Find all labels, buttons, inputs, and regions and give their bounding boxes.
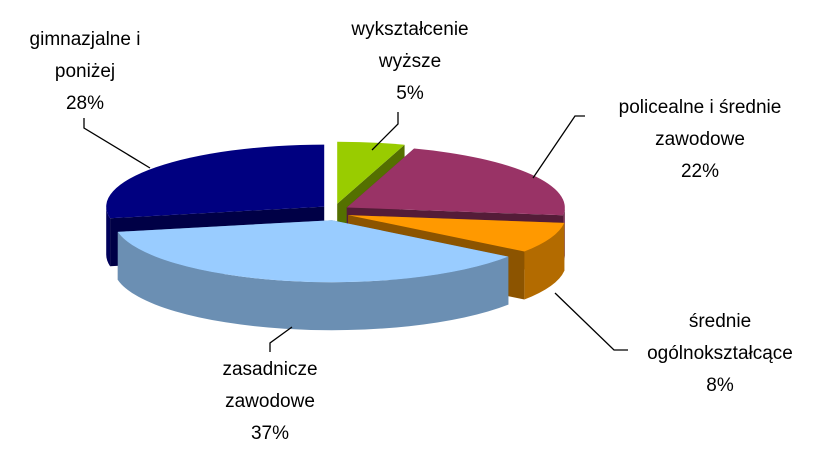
slice-label: wykształcenie wyższe 5% [325,14,495,110]
value-label: 8% [706,375,734,396]
slice-wall [106,206,111,267]
category-label: wykształcenie wyższe [351,19,469,72]
category-label: średnie ogólnokształcące [647,311,793,364]
value-label: 5% [396,83,424,104]
slice-wall [524,222,565,300]
slice-label: policealne i średnie zawodowe 22% [585,92,815,188]
category-label: policealne i średnie zawodowe [618,97,782,150]
slice [117,220,509,283]
leader-line [554,292,628,351]
leader-lines [83,112,628,352]
slice-label: zasadnicze zawodowe 37% [200,354,340,450]
value-label: 22% [680,161,720,182]
leader-line [269,326,293,352]
slice [337,141,405,204]
leader-line [532,115,585,179]
slice [346,148,565,216]
value-label: 37% [250,423,290,444]
slice-label: średnie ogólnokształcące 8% [620,306,820,402]
slice-label: gimnazjalne i poniżej 28% [10,24,160,120]
slice-wall [117,231,509,331]
leader-line [371,112,399,151]
slice [348,215,565,252]
slices [106,141,565,331]
slice [106,144,325,219]
category-label: gimnazjalne i poniżej [29,29,141,82]
category-label: zasadnicze zawodowe [222,359,318,412]
value-label: 28% [65,93,105,114]
leader-line [83,118,151,169]
